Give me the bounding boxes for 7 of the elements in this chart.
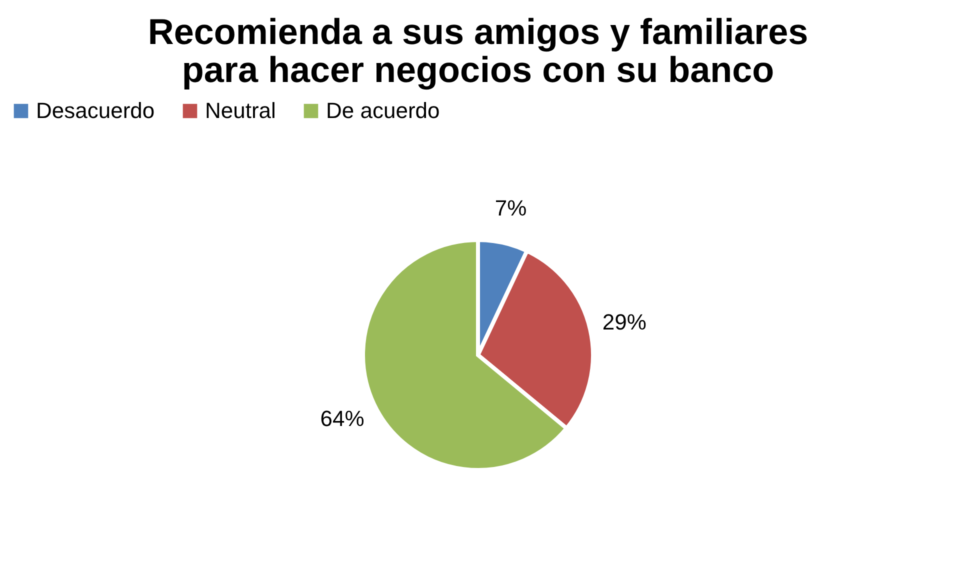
data-label: 29%: [602, 309, 646, 334]
legend-label: De acuerdo: [326, 98, 440, 123]
data-label: 64%: [320, 406, 364, 431]
legend-label: Desacuerdo: [36, 98, 155, 123]
data-label: 7%: [494, 196, 527, 221]
text: Recomienda a sus amigos y familiares: [148, 11, 808, 52]
legend-label: Neutral: [205, 98, 276, 123]
